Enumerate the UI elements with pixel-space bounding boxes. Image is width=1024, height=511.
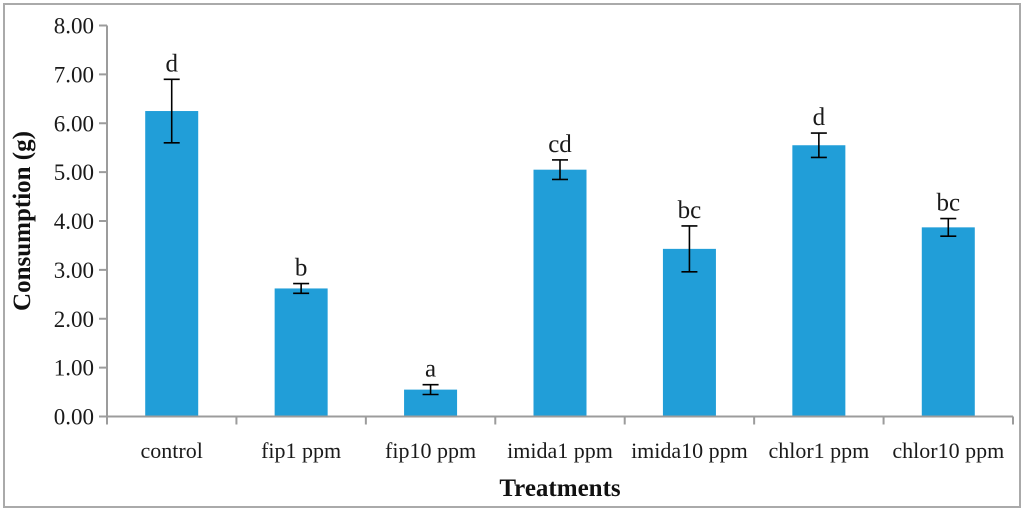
sig-letter: d (813, 104, 826, 131)
x-category-label: imida1 ppm (507, 438, 613, 463)
y-tick-label: 3.00 (54, 258, 94, 283)
sig-letter: b (295, 255, 308, 282)
sig-letter: a (425, 356, 436, 383)
y-tick-label: 7.00 (54, 62, 94, 87)
bar-chlor1-ppm (792, 145, 846, 417)
y-tick-label: 2.00 (54, 307, 94, 332)
y-tick-label: 8.00 (54, 14, 94, 39)
y-axis-title: Consumption (g) (9, 131, 36, 311)
sig-letter: cd (548, 131, 572, 158)
bar-chlor10-ppm (921, 227, 975, 417)
bar-imida10-ppm (662, 248, 716, 417)
plot-area: 0.00 1.00 2.00 3.00 4.00 5.00 6.00 7.00 8.00 d con… (54, 14, 1014, 463)
y-tick-label: 6.00 (54, 111, 94, 136)
x-category-label: chlor10 ppm (892, 438, 1004, 463)
x-category-label: fip10 ppm (385, 438, 476, 463)
y-tick-label: 4.00 (54, 209, 94, 234)
y-tick-label: 0.00 (54, 405, 94, 430)
bar-imida1-ppm (533, 169, 587, 417)
x-category-label: fip1 ppm (261, 438, 341, 463)
bar-control (145, 111, 199, 417)
sig-letter: bc (936, 190, 960, 217)
x-axis-title: Treatments (499, 475, 621, 502)
y-tick-label: 1.00 (54, 356, 94, 381)
x-category-label: chlor1 ppm (768, 438, 869, 463)
y-tick-label: 5.00 (54, 160, 94, 185)
x-category-label: control (141, 438, 203, 463)
bar-fip1-ppm (274, 288, 328, 417)
sig-letter: d (165, 50, 178, 77)
x-category-label: imida10 ppm (631, 438, 748, 463)
sig-letter: bc (678, 197, 702, 224)
